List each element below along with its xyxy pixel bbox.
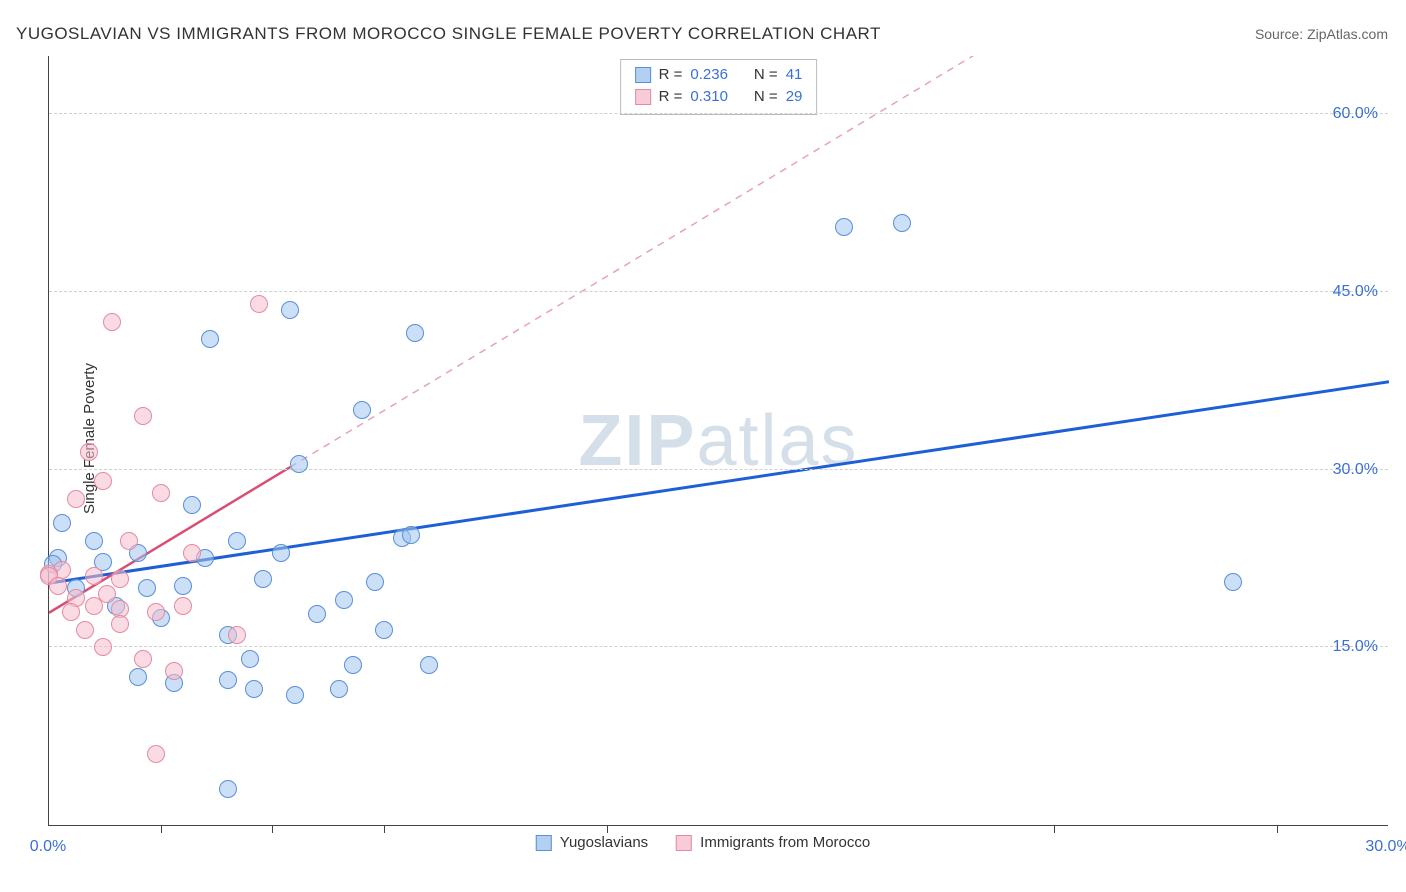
- x-tick: [384, 825, 385, 833]
- scatter-point: [134, 407, 152, 425]
- scatter-point: [165, 662, 183, 680]
- scatter-point: [335, 591, 353, 609]
- scatter-point: [147, 603, 165, 621]
- scatter-point: [174, 577, 192, 595]
- source-label: Source: ZipAtlas.com: [1255, 26, 1388, 42]
- scatter-point: [67, 490, 85, 508]
- scatter-point: [330, 680, 348, 698]
- legend-label: Immigrants from Morocco: [700, 834, 870, 851]
- x-tick: [1054, 825, 1055, 833]
- scatter-point: [129, 668, 147, 686]
- scatter-point: [94, 638, 112, 656]
- scatter-point: [893, 214, 911, 232]
- scatter-point: [111, 615, 129, 633]
- scatter-point: [835, 218, 853, 236]
- scatter-point: [245, 680, 263, 698]
- legend-item: Yugoslavians: [536, 834, 648, 851]
- plot-area: ZIPatlas R =0.236N =41R =0.310N =29 15.0…: [48, 56, 1388, 826]
- scatter-point: [53, 514, 71, 532]
- scatter-point: [49, 577, 67, 595]
- x-tick: [272, 825, 273, 833]
- scatter-point: [290, 455, 308, 473]
- scatter-point: [281, 301, 299, 319]
- scatter-point: [103, 313, 121, 331]
- x-tick: [1277, 825, 1278, 833]
- n-label: N =: [754, 86, 778, 108]
- scatter-point: [219, 780, 237, 798]
- r-label: R =: [659, 86, 683, 108]
- y-tick-label: 15.0%: [1333, 638, 1378, 656]
- x-tick: [161, 825, 162, 833]
- scatter-point: [152, 484, 170, 502]
- legend-label: Yugoslavians: [560, 834, 648, 851]
- scatter-point: [80, 443, 98, 461]
- trend-lines: [49, 56, 1389, 826]
- scatter-point: [174, 597, 192, 615]
- legend-swatch: [536, 835, 552, 851]
- legend-swatch: [635, 89, 651, 105]
- x-tick: [607, 825, 608, 833]
- scatter-point: [308, 605, 326, 623]
- scatter-point: [183, 544, 201, 562]
- legend-stat-row: R = 0.236 N = 41: [635, 64, 803, 86]
- gridline-h: [49, 469, 1388, 470]
- chart-title: YUGOSLAVIAN VS IMMIGRANTS FROM MOROCCO S…: [16, 24, 881, 44]
- scatter-point: [272, 544, 290, 562]
- scatter-point: [344, 656, 362, 674]
- scatter-point: [1224, 573, 1242, 591]
- scatter-point: [250, 295, 268, 313]
- scatter-point: [111, 570, 129, 588]
- scatter-point: [375, 621, 393, 639]
- gridline-h: [49, 646, 1388, 647]
- y-tick-label: 60.0%: [1333, 105, 1378, 123]
- scatter-point: [254, 570, 272, 588]
- x-tick-label: 30.0%: [1365, 838, 1406, 856]
- y-tick-label: 45.0%: [1333, 283, 1378, 301]
- n-label: N =: [754, 64, 778, 86]
- r-value: 0.310: [690, 86, 728, 108]
- legend-bottom: Yugoslavians Immigrants from Morocco: [536, 834, 870, 851]
- scatter-point: [147, 745, 165, 763]
- scatter-point: [62, 603, 80, 621]
- scatter-point: [85, 567, 103, 585]
- legend-stats: R = 0.236 N = 41 R = 0.310 N = 29: [620, 59, 818, 115]
- scatter-point: [76, 621, 94, 639]
- scatter-point: [353, 401, 371, 419]
- scatter-point: [183, 496, 201, 514]
- scatter-point: [228, 626, 246, 644]
- scatter-point: [420, 656, 438, 674]
- scatter-point: [98, 585, 116, 603]
- legend-stat-row: R = 0.310 N = 29: [635, 86, 803, 108]
- legend-swatch: [676, 835, 692, 851]
- scatter-point: [241, 650, 259, 668]
- scatter-point: [228, 532, 246, 550]
- scatter-point: [134, 650, 152, 668]
- x-tick-label: 0.0%: [30, 838, 66, 856]
- scatter-point: [85, 532, 103, 550]
- gridline-h: [49, 291, 1388, 292]
- scatter-point: [219, 671, 237, 689]
- scatter-point: [94, 472, 112, 490]
- r-value: 0.236: [690, 64, 728, 86]
- scatter-point: [201, 330, 219, 348]
- gridline-h: [49, 113, 1388, 114]
- y-tick-label: 30.0%: [1333, 461, 1378, 479]
- scatter-point: [138, 579, 156, 597]
- legend-item: Immigrants from Morocco: [676, 834, 870, 851]
- scatter-point: [286, 686, 304, 704]
- scatter-point: [366, 573, 384, 591]
- n-value: 41: [786, 64, 803, 86]
- n-value: 29: [786, 86, 803, 108]
- scatter-point: [402, 526, 420, 544]
- r-label: R =: [659, 64, 683, 86]
- scatter-point: [406, 324, 424, 342]
- legend-swatch: [635, 67, 651, 83]
- scatter-point: [120, 532, 138, 550]
